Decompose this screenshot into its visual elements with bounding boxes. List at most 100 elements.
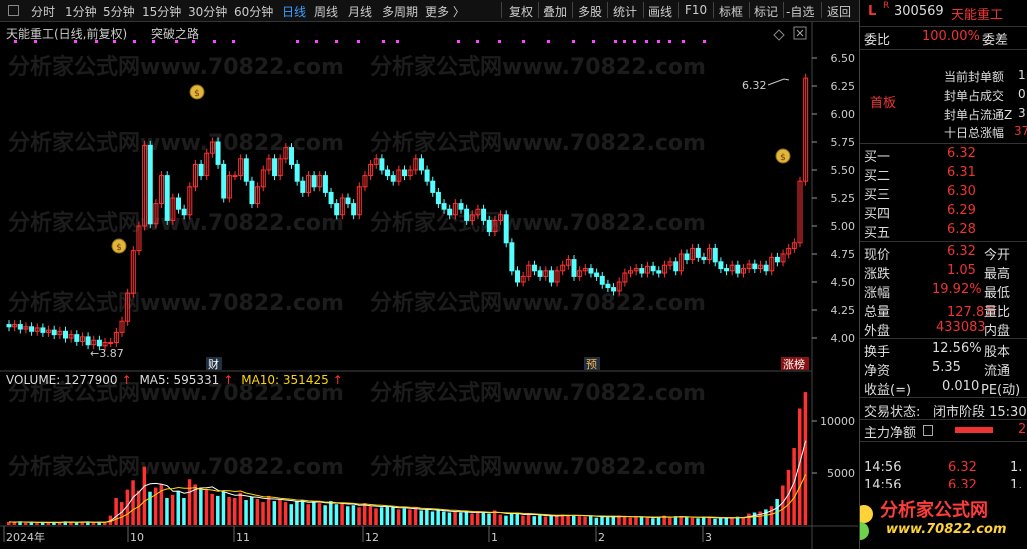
- ma10-line: [8, 474, 807, 523]
- event-badge-label: 财: [208, 357, 219, 371]
- volume-bar: [509, 513, 514, 525]
- tool-back[interactable]: 返回: [827, 5, 852, 19]
- signal-marker: [133, 40, 136, 43]
- quote-label: 涨幅: [864, 286, 891, 301]
- logo-url: www.70822.com: [886, 522, 1007, 537]
- volume-bar: [23, 522, 28, 525]
- price-tick-label: 5.00: [831, 220, 856, 233]
- tool-remove-favorite[interactable]: -自选: [786, 5, 815, 19]
- kline-chart[interactable]: 分析家公式网www.70822.com 分析家公式网www.70822.com 分析…: [0, 22, 858, 549]
- candle-body: [147, 144, 153, 225]
- volume-bar: [249, 496, 254, 525]
- toggle-square-icon[interactable]: [8, 5, 19, 16]
- candle-body: [577, 270, 583, 277]
- candle-body: [424, 169, 430, 182]
- bid-row[interactable]: 买五 6.28: [860, 222, 1027, 241]
- close-icon-box: [793, 26, 807, 40]
- tick-volume: 1.: [1010, 460, 1023, 475]
- tool-overlay[interactable]: 叠加: [543, 5, 568, 19]
- volume-bar: [238, 492, 243, 525]
- volume-bar: [306, 504, 310, 525]
- candle-body: [486, 219, 492, 233]
- tool-mark[interactable]: 标记: [754, 5, 779, 19]
- bid-row[interactable]: 买一 6.32: [860, 146, 1027, 165]
- tool-fuquan[interactable]: 复权: [509, 5, 534, 19]
- period-15min[interactable]: 15分钟: [142, 5, 182, 19]
- volume-tick-label: 5000: [827, 467, 855, 480]
- volume-bar: [639, 516, 644, 525]
- candle-body: [283, 147, 289, 160]
- bid-row[interactable]: 买三 6.30: [860, 184, 1027, 203]
- svg-text:$: $: [780, 153, 786, 163]
- volume-bar: [385, 506, 390, 525]
- volume-bar: [701, 516, 706, 525]
- signal-marker: [614, 40, 617, 43]
- stat-label: 收益(=): [864, 383, 912, 398]
- watermark-text: 分析家公式网www.70822.com: [370, 130, 706, 156]
- signal-marker: [645, 40, 648, 43]
- volume-bar: [46, 521, 51, 525]
- candle-body: [430, 180, 436, 193]
- candle-body: [752, 263, 758, 270]
- volume-bar: [803, 392, 808, 525]
- period-monthly[interactable]: 月线: [348, 5, 373, 19]
- period-multi[interactable]: 多周期: [382, 5, 419, 19]
- volume-bar: [125, 489, 130, 525]
- volume-bar: [103, 522, 107, 525]
- tool-f10[interactable]: F10: [685, 3, 708, 17]
- candle-body: [492, 219, 498, 233]
- bid-row[interactable]: 买二 6.31: [860, 165, 1027, 184]
- candle-body: [209, 141, 215, 154]
- bid-row[interactable]: 买四 6.29: [860, 203, 1027, 222]
- volume-bar: [266, 495, 271, 525]
- tool-box[interactable]: 标框: [719, 5, 744, 19]
- signal-marker: [633, 40, 636, 43]
- main-flow-value: 2: [1018, 422, 1027, 437]
- tool-multi-stock[interactable]: 多股: [578, 5, 603, 19]
- quote-value: 1.05: [947, 263, 976, 278]
- period-more[interactable]: 更多 〉: [425, 5, 465, 19]
- stat-value: 12.56%: [932, 341, 982, 356]
- volume-bar: [781, 485, 785, 525]
- flow-chart-icon[interactable]: [923, 425, 933, 436]
- volume-bar: [504, 515, 508, 525]
- stat-row: 净资 5.35 流通: [860, 360, 1027, 379]
- signal-marker: [34, 40, 37, 43]
- volume-bar: [600, 516, 604, 525]
- volume-bar: [334, 504, 339, 525]
- candle-body: [741, 268, 746, 274]
- candle-body: [396, 169, 402, 182]
- period-5min[interactable]: 5分钟: [103, 5, 135, 19]
- candle-body: [469, 214, 475, 221]
- period-intraday[interactable]: 分时: [31, 5, 56, 19]
- tool-statistics[interactable]: 统计: [613, 5, 638, 19]
- quote-value: 433083: [936, 320, 986, 335]
- volume-bar: [312, 501, 316, 525]
- period-60min[interactable]: 60分钟: [234, 5, 274, 19]
- period-daily[interactable]: 日线: [282, 5, 307, 19]
- signal-marker: [192, 40, 195, 43]
- period-30min[interactable]: 30分钟: [188, 5, 228, 19]
- volume-bar: [283, 502, 288, 525]
- period-weekly[interactable]: 周线: [314, 5, 339, 19]
- tool-draw-line[interactable]: 画线: [648, 5, 673, 19]
- volume-bar: [97, 521, 101, 525]
- chart-title: 天能重工(日线,前复权): [6, 27, 128, 41]
- signal-marker: [357, 40, 360, 43]
- signal-marker: [396, 40, 399, 43]
- candle-body: [181, 208, 187, 216]
- volume-bar: [724, 517, 729, 525]
- volume-bar: [447, 512, 452, 525]
- volume-bar: [86, 522, 90, 525]
- candle-body: [588, 268, 594, 274]
- close-icon: [796, 29, 804, 37]
- candle-body: [368, 163, 374, 177]
- volume-bar: [583, 516, 587, 525]
- volume-bar: [617, 515, 621, 525]
- candle-body: [46, 329, 52, 333]
- candle-body: [729, 264, 735, 272]
- period-1min[interactable]: 1分钟: [65, 5, 97, 19]
- candle-body: [701, 256, 707, 261]
- volume-bar: [413, 508, 418, 525]
- stock-name[interactable]: 天能重工: [951, 8, 1004, 23]
